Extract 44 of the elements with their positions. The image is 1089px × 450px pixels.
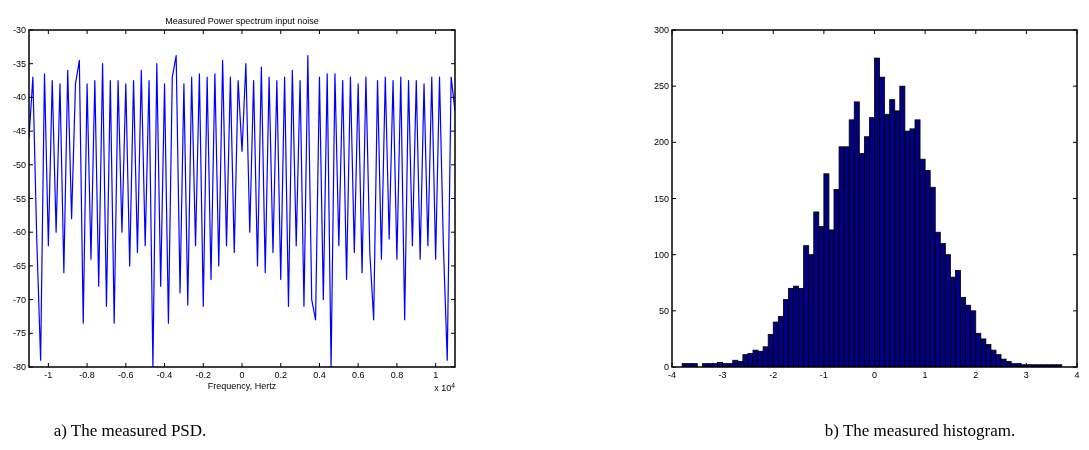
x-tick-label: -1 [819, 370, 828, 380]
x-tick-label: -4 [667, 370, 677, 380]
y-tick-label: -55 [12, 193, 26, 204]
y-tick-label: 300 [653, 25, 669, 35]
y-tick-label: -35 [12, 58, 26, 69]
x-tick-label: 0.8 [390, 370, 404, 380]
y-tick-label: 100 [653, 249, 669, 260]
y-tick-label: 250 [653, 81, 669, 92]
x-tick-label: -0.8 [79, 370, 95, 380]
text: b) The measured histogram. [824, 421, 1016, 440]
line-series [29, 55, 455, 367]
x-tick-label: 1 [922, 370, 928, 380]
y-tick-label: -45 [12, 126, 26, 137]
x-tick-label: 0.4 [313, 370, 326, 380]
x-tick-label: 0.2 [274, 370, 287, 380]
x-tick-label: -1 [44, 370, 53, 380]
x-tick-label: 0 [871, 370, 878, 380]
y-tick-label: 150 [653, 193, 669, 204]
y-tick-label: -80 [12, 362, 26, 372]
y-tick-label: -30 [12, 25, 26, 35]
y-tick-label: -65 [12, 260, 26, 271]
y-tick-label: -75 [12, 328, 26, 339]
x-tick-label: 1 [433, 370, 439, 380]
x-tick-label: 0 [239, 370, 245, 380]
y-tick-label: 50 [658, 305, 669, 316]
y-tick-label: -40 [12, 92, 26, 103]
x-tick-label: 4 [1074, 370, 1080, 380]
x-tick-label: -0.6 [118, 370, 134, 380]
x-tick-label: -0.2 [195, 370, 212, 380]
y-tick-label: 200 [653, 137, 669, 148]
text: a) The measured PSD. [53, 421, 207, 440]
x-tick-label: -3 [718, 370, 727, 380]
x-tick-label: -2 [769, 370, 778, 380]
text: x 10$^{4}$ [434, 381, 456, 393]
y-tick-label: 0 [663, 362, 669, 372]
y-tick-label: -50 [12, 159, 26, 170]
x-tick-label: -0.4 [156, 370, 173, 380]
chart-title: Measured Power spectrum input noise [165, 16, 319, 26]
y-tick-label: -60 [12, 227, 26, 238]
x-tick-label: 2 [973, 370, 979, 380]
x-axis-title: Frequency, Hertz [207, 381, 277, 391]
x-tick-label: 0.6 [351, 370, 365, 380]
x-tick-label: 3 [1023, 370, 1029, 380]
y-tick-label: -70 [12, 294, 26, 305]
